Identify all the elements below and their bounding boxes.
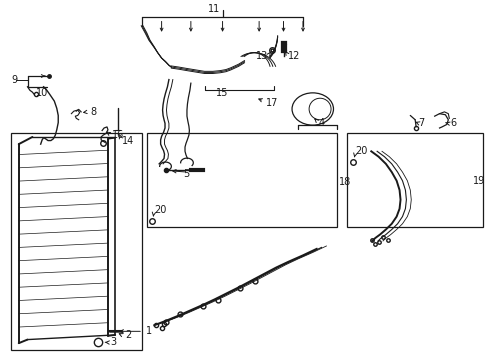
Text: 2: 2: [125, 330, 131, 340]
Text: 20: 20: [154, 206, 166, 216]
Text: 19: 19: [472, 176, 484, 186]
Text: 18: 18: [338, 177, 350, 187]
Text: 3: 3: [110, 337, 116, 347]
Text: 11: 11: [207, 4, 220, 14]
Text: 15: 15: [216, 88, 228, 98]
Text: 6: 6: [449, 118, 455, 128]
Bar: [346, 134, 483, 226]
Text: 12: 12: [288, 51, 300, 61]
Text: 9: 9: [11, 75, 18, 85]
Text: 13: 13: [255, 51, 267, 61]
Text: 7: 7: [417, 118, 424, 128]
Text: 14: 14: [122, 136, 134, 145]
Text: 20: 20: [355, 146, 367, 156]
Text: 4: 4: [318, 118, 324, 128]
Text: 1: 1: [146, 326, 152, 336]
Text: 8: 8: [90, 107, 96, 117]
Text: 17: 17: [265, 98, 277, 108]
Bar: [147, 134, 336, 226]
Bar: [11, 134, 142, 350]
Text: 16: 16: [112, 130, 124, 140]
Text: 5: 5: [183, 168, 189, 179]
Text: 10: 10: [36, 88, 48, 98]
